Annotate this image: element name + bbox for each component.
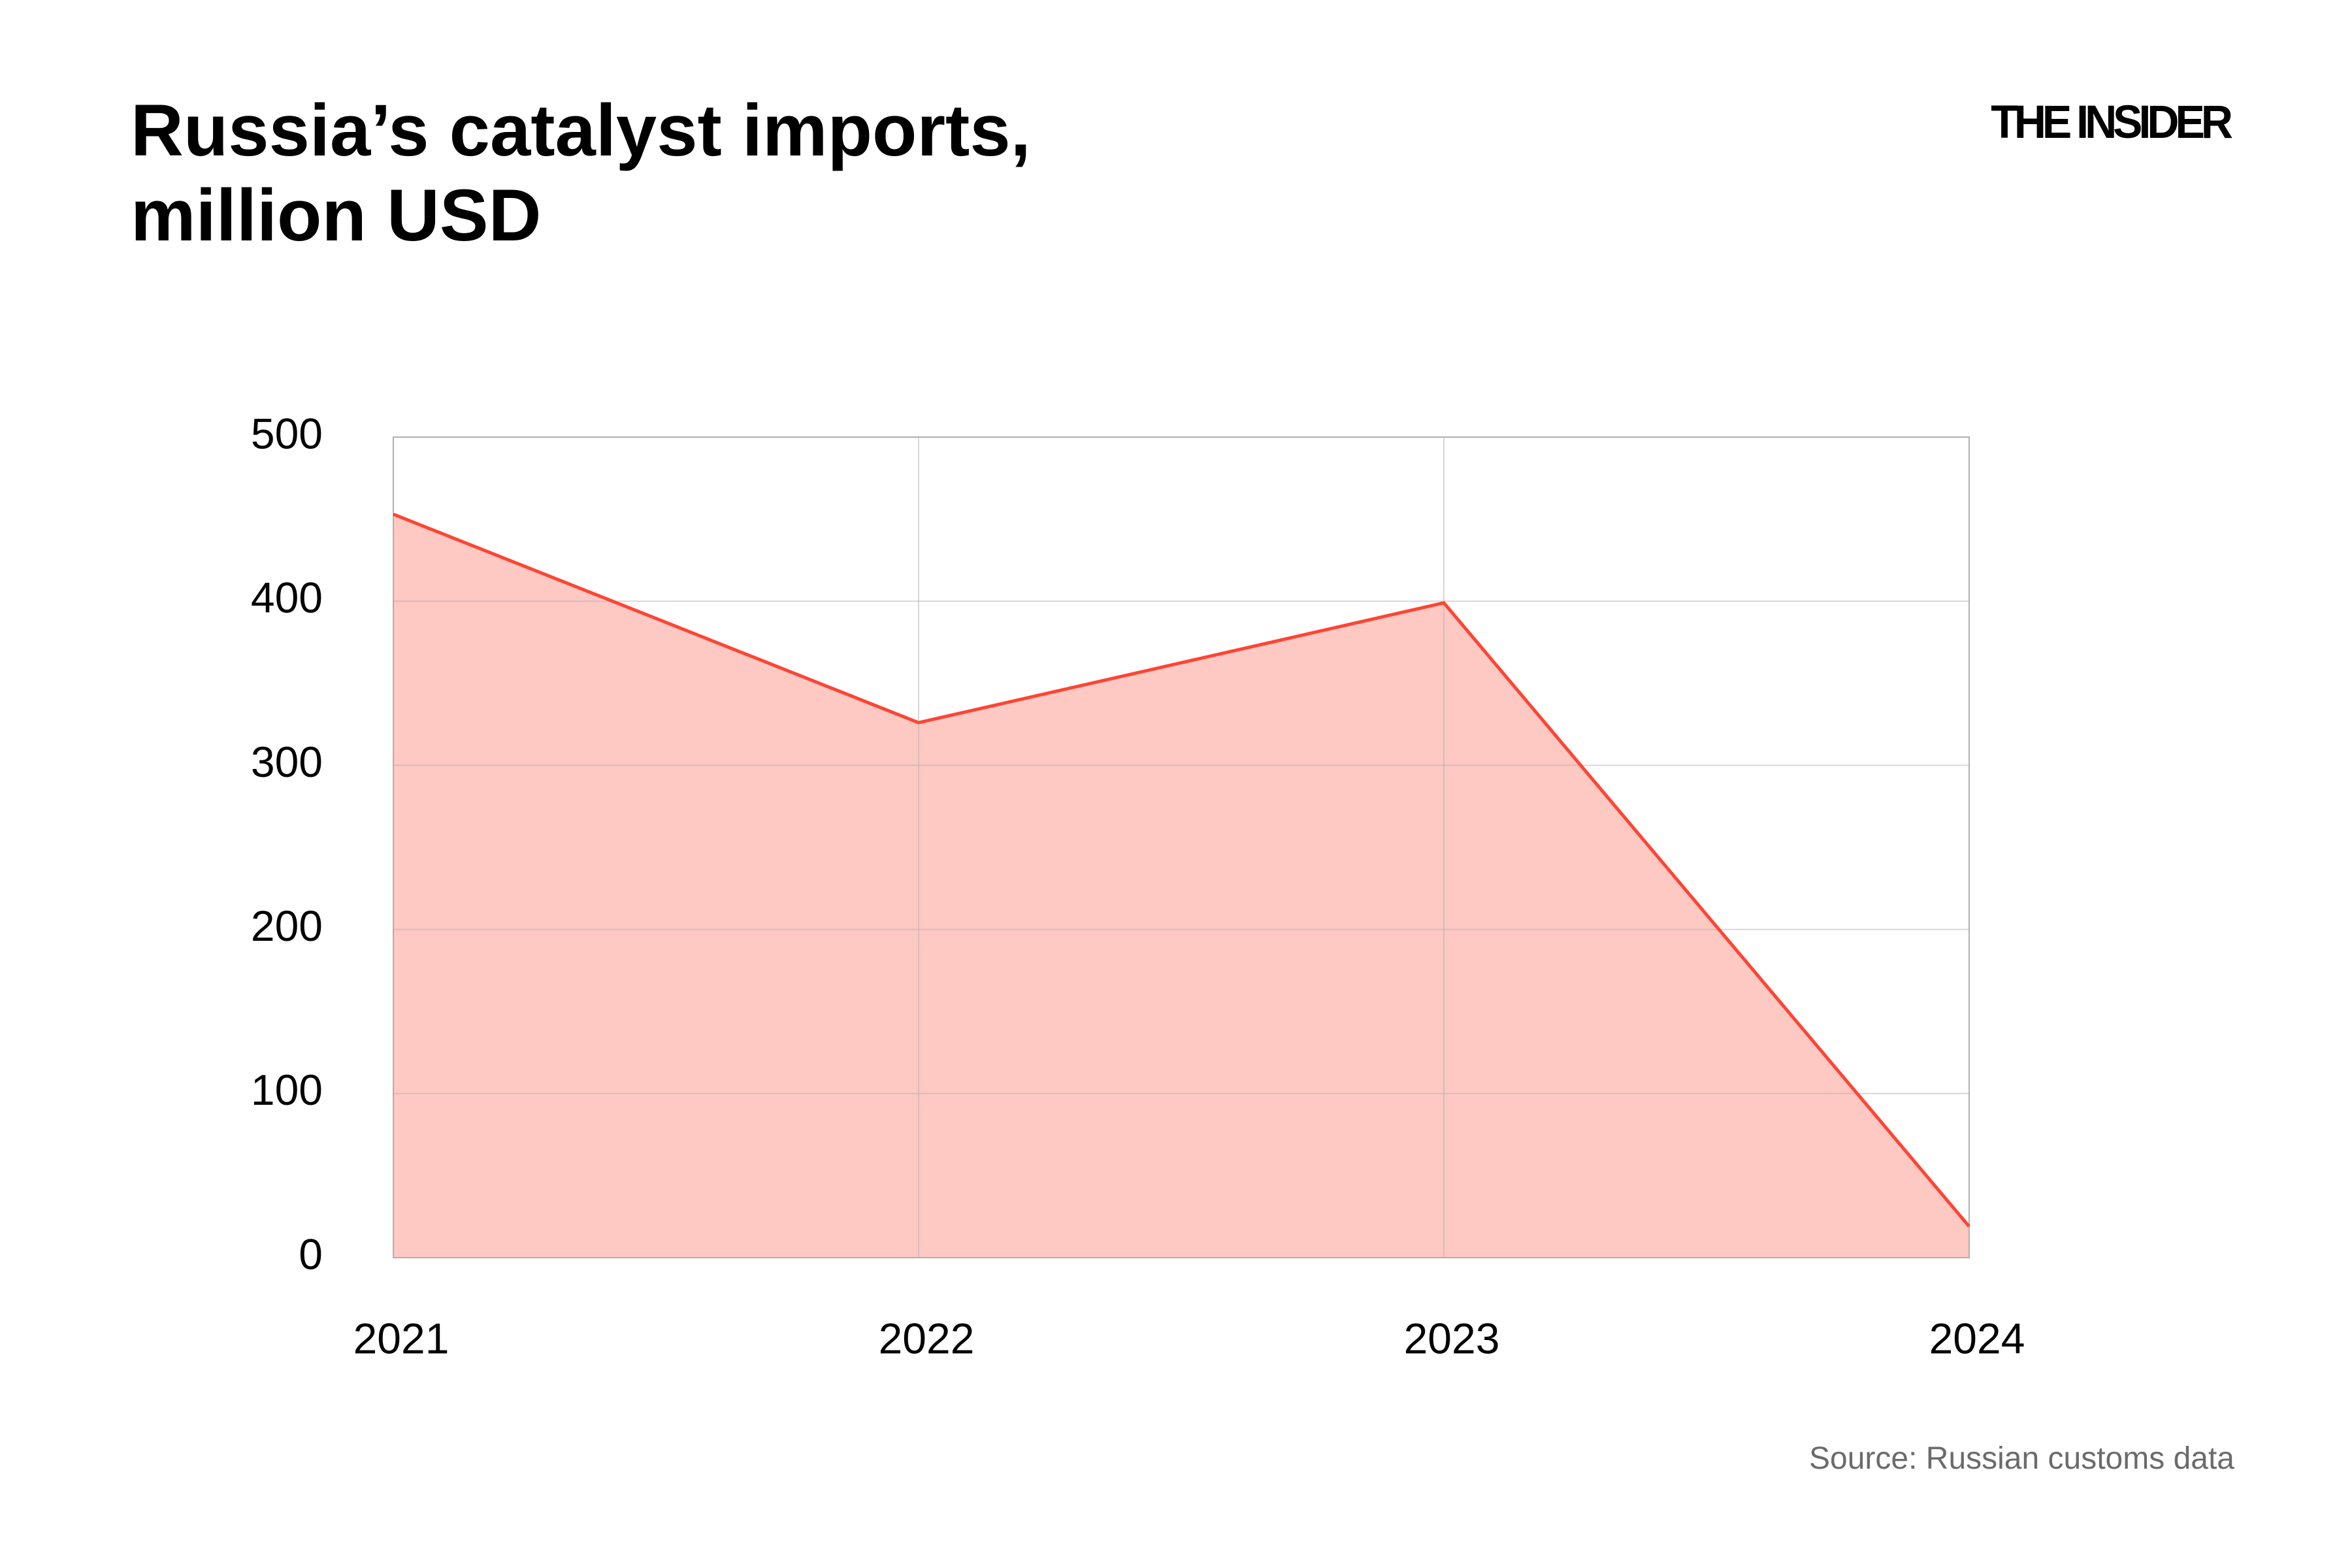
y-tick-label: 300 [251, 738, 323, 786]
y-tick-label: 0 [299, 1230, 323, 1278]
chart-title: Russia’s catalyst imports, million USD [131, 90, 1031, 256]
series-line [393, 512, 1970, 1228]
y-tick-label: 200 [251, 902, 323, 950]
area-fill [393, 514, 1969, 1258]
y-tick-label: 400 [251, 574, 323, 622]
source-note: Source: Russian customs data [1809, 1441, 2234, 1476]
x-tick-label: 2022 [879, 1314, 975, 1362]
y-tick-label: 500 [251, 409, 323, 457]
y-tick-label: 100 [251, 1066, 323, 1114]
the-insider-logo: THE INSIDER [1991, 96, 2233, 148]
x-tick-label: 2023 [1404, 1314, 1500, 1362]
x-tick-label: 2021 [353, 1314, 449, 1362]
plot-frame [393, 436, 1970, 1258]
x-tick-label: 2024 [1929, 1314, 2025, 1362]
